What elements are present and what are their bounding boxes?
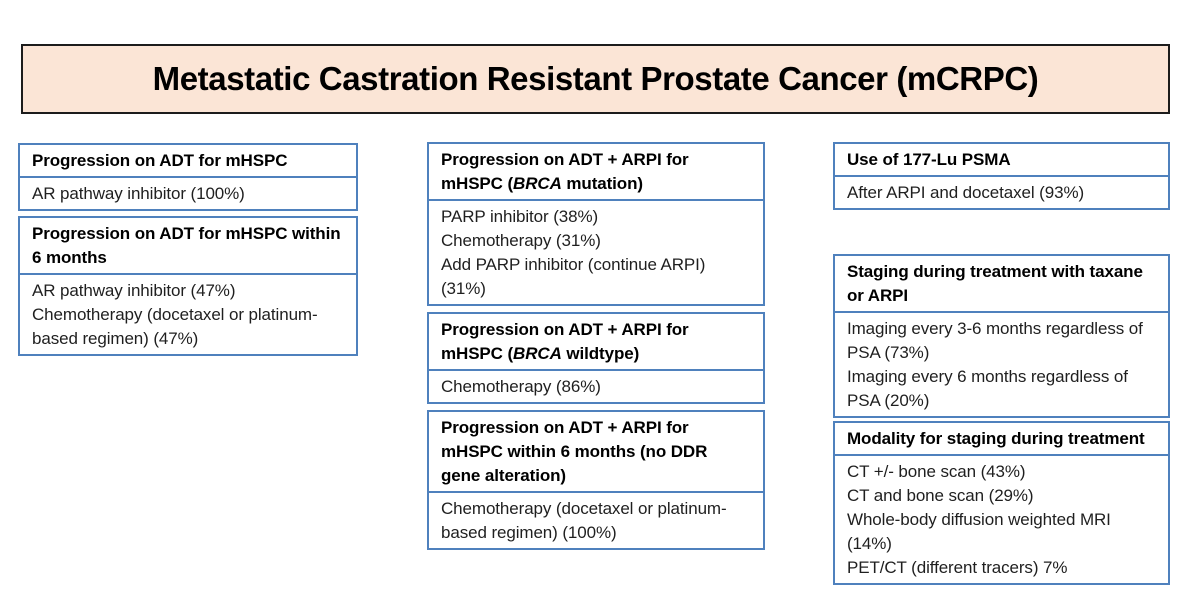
group-progression-adt-mhspc-6mo: Progression on ADT for mHSPC within 6 mo… xyxy=(18,216,358,356)
column-progression-adt-arpi: Progression on ADT + ARPI for mHSPC (BRC… xyxy=(427,142,765,550)
figure-title-banner: Metastatic Castration Resistant Prostate… xyxy=(21,44,1170,114)
group-header: Progression on ADT for mHSPC xyxy=(18,143,358,178)
answer-item: After ARPI and docetaxel (93%) xyxy=(847,183,1085,202)
answer-item: CT +/- bone scan (43%) xyxy=(847,462,1026,481)
answer-item: Imaging every 3-6 months regardless of P… xyxy=(847,319,1143,362)
answer-item: CT and bone scan (29%) xyxy=(847,486,1034,505)
group-body: After ARPI and docetaxel (93%) xyxy=(833,175,1170,210)
group-adt-arpi-brca-wildtype: Progression on ADT + ARPI for mHSPC (BRC… xyxy=(427,312,765,404)
group-177lu-psma: Use of 177-Lu PSMA After ARPI and doceta… xyxy=(833,142,1170,210)
group-header: Use of 177-Lu PSMA xyxy=(833,142,1170,177)
answer-item: PET/CT (different tracers) 7% xyxy=(847,558,1068,577)
group-body: AR pathway inhibitor (100%) xyxy=(18,176,358,211)
answer-item: Imaging every 6 months regardless of PSA… xyxy=(847,367,1128,410)
header-text: Progression on ADT + ARPI for mHSPC ( xyxy=(441,320,689,363)
answer-item: Chemotherapy (docetaxel or platinum-base… xyxy=(32,305,318,348)
group-adt-arpi-brca-mutation: Progression on ADT + ARPI for mHSPC (BRC… xyxy=(427,142,765,306)
group-header: Modality for staging during treatment xyxy=(833,421,1170,456)
answer-item: Chemotherapy (86%) xyxy=(441,377,601,396)
answer-item: Add PARP inhibitor (continue ARPI) (31%) xyxy=(441,255,706,298)
group-body: Chemotherapy (86%) xyxy=(427,369,765,404)
answer-item: Whole-body diffusion weighted MRI (14%) xyxy=(847,510,1111,553)
header-text: wildtype) xyxy=(561,344,640,363)
group-body: AR pathway inhibitor (47%) Chemotherapy … xyxy=(18,273,358,356)
column-progression-adt: Progression on ADT for mHSPC AR pathway … xyxy=(18,143,358,356)
group-progression-adt-mhspc: Progression on ADT for mHSPC AR pathway … xyxy=(18,143,358,211)
answer-item: AR pathway inhibitor (47%) xyxy=(32,281,236,300)
group-staging-modality: Modality for staging during treatment CT… xyxy=(833,421,1170,585)
header-text: mutation) xyxy=(561,174,643,193)
group-body: CT +/- bone scan (43%) CT and bone scan … xyxy=(833,454,1170,585)
group-header: Progression on ADT + ARPI for mHSPC with… xyxy=(427,410,765,493)
gene-name-brca: BRCA xyxy=(513,174,562,193)
group-header: Staging during treatment with taxane or … xyxy=(833,254,1170,313)
gene-name-brca: BRCA xyxy=(513,344,562,363)
group-body: Imaging every 3-6 months regardless of P… xyxy=(833,311,1170,418)
header-text: Progression on ADT + ARPI for mHSPC ( xyxy=(441,150,689,193)
group-body: Chemotherapy (docetaxel or platinum-base… xyxy=(427,491,765,550)
group-staging-during-treatment: Staging during treatment with taxane or … xyxy=(833,254,1170,418)
group-header: Progression on ADT + ARPI for mHSPC (BRC… xyxy=(427,142,765,201)
answer-item: PARP inhibitor (38%) xyxy=(441,207,599,226)
answer-item: Chemotherapy (docetaxel or platinum-base… xyxy=(441,499,727,542)
column-psma-staging: Use of 177-Lu PSMA After ARPI and doceta… xyxy=(833,142,1170,585)
answer-item: AR pathway inhibitor (100%) xyxy=(32,184,245,203)
group-body: PARP inhibitor (38%) Chemotherapy (31%) … xyxy=(427,199,765,306)
group-adt-arpi-6mo-no-ddr: Progression on ADT + ARPI for mHSPC with… xyxy=(427,410,765,550)
group-header: Progression on ADT for mHSPC within 6 mo… xyxy=(18,216,358,275)
group-header: Progression on ADT + ARPI for mHSPC (BRC… xyxy=(427,312,765,371)
answer-item: Chemotherapy (31%) xyxy=(441,231,601,250)
figure-title: Metastatic Castration Resistant Prostate… xyxy=(152,60,1039,97)
